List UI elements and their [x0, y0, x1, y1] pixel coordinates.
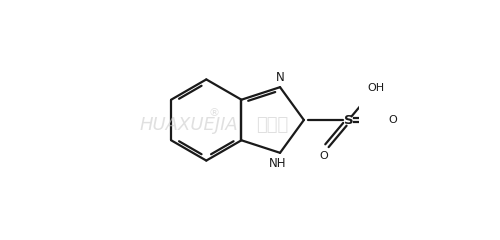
Text: O: O [388, 115, 397, 125]
Text: O: O [320, 151, 328, 161]
Text: HUAXUEJIA: HUAXUEJIA [140, 116, 238, 134]
Text: N: N [276, 71, 284, 84]
Text: S: S [344, 114, 353, 126]
Text: 化学加: 化学加 [256, 116, 288, 134]
Text: OH: OH [368, 83, 385, 93]
Text: ®: ® [208, 108, 220, 118]
Text: NH: NH [269, 157, 286, 170]
